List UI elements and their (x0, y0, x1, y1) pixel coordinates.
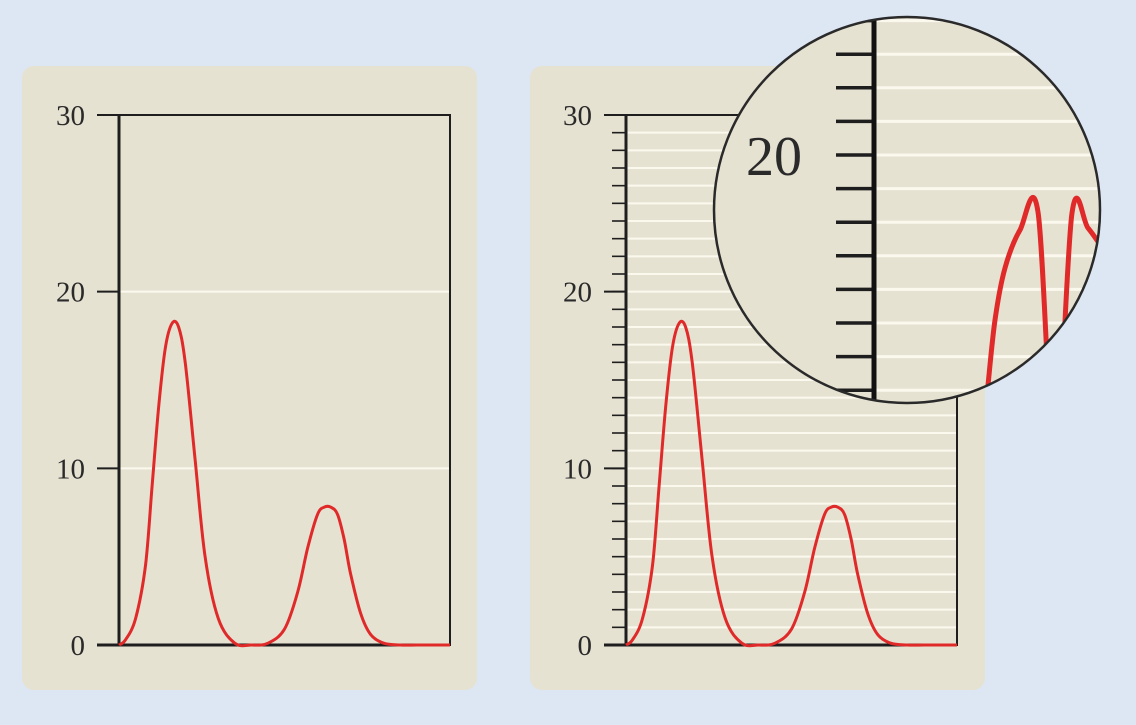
data-curve (625, 319, 957, 648)
magnifier-lens: 20 (712, 15, 1102, 405)
y-tick-label: 30 (563, 100, 592, 132)
y-tick-label: 0 (71, 630, 86, 662)
magnifier-background (714, 17, 1100, 403)
magnifier-content: 20 (746, 17, 1100, 403)
y-tick-label: 20 (56, 277, 85, 309)
y-tick-label: 20 (563, 277, 592, 309)
y-tick-label: 10 (56, 453, 85, 485)
y-tick-label: 10 (563, 453, 592, 485)
panel-left (22, 66, 477, 690)
chart-left-unruled: 0 10 20 30 (56, 100, 451, 662)
data-curve (118, 319, 450, 648)
magnified-tick-label: 20 (746, 126, 802, 188)
magnifier-rim (712, 15, 1102, 405)
y-tick-label: 30 (56, 100, 85, 132)
y-tick-label: 0 (578, 630, 593, 662)
magnified-curve (985, 194, 1100, 403)
